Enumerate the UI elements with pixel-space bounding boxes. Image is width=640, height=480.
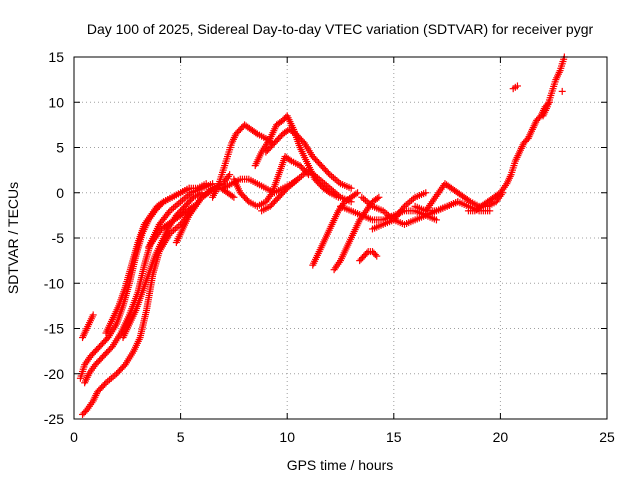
grid-lines	[74, 57, 607, 419]
data-point	[399, 204, 407, 212]
data-point	[513, 82, 521, 90]
y-tick-label: 15	[48, 49, 64, 65]
data-point	[252, 129, 260, 137]
data-point	[202, 180, 210, 188]
data-point	[101, 380, 109, 388]
data-point	[243, 196, 251, 204]
y-axis-label: SDTVAR / TECUs	[5, 182, 21, 294]
x-tick-label: 20	[493, 429, 509, 445]
x-tick-label: 0	[70, 429, 78, 445]
x-tick-label: 10	[279, 429, 295, 445]
y-tick-label: -10	[44, 275, 64, 291]
data-point	[188, 195, 196, 203]
data-point	[230, 193, 238, 201]
data-point	[432, 216, 440, 224]
axis-ticks	[73, 56, 608, 420]
data-point	[486, 207, 494, 215]
data-point	[165, 209, 173, 217]
data-point	[228, 192, 236, 200]
data-point	[422, 189, 430, 197]
x-tick-label: 25	[599, 429, 615, 445]
data-point	[373, 252, 381, 260]
y-tick-label: -5	[52, 230, 65, 246]
data-point	[282, 186, 290, 194]
data-point	[375, 193, 383, 201]
data-point	[158, 199, 166, 207]
data-point	[347, 184, 355, 192]
y-tick-label: -20	[44, 366, 64, 382]
data-point	[363, 249, 371, 257]
y-tick-label: -25	[44, 411, 64, 427]
data-point	[324, 169, 332, 177]
data-point	[373, 194, 381, 202]
data-point	[558, 87, 566, 95]
data-point	[371, 251, 379, 259]
chart-title: Day 100 of 2025, Sidereal Day-to-day VTE…	[87, 21, 594, 37]
data-point	[286, 156, 294, 164]
y-tick-label: -15	[44, 321, 64, 337]
data-point	[352, 190, 360, 198]
data-point	[226, 171, 234, 179]
data-points	[76, 53, 568, 418]
data-point	[89, 311, 97, 319]
data-point	[354, 189, 362, 197]
x-tick-label: 15	[386, 429, 402, 445]
x-axis-label: GPS time / hours	[287, 457, 394, 473]
x-tick-label: 5	[177, 429, 185, 445]
tick-labels: 0 5 10 15 20 25 -25 -20 -15 -10 -5 0 5 10 15	[44, 49, 615, 445]
y-tick-label: 5	[56, 140, 64, 156]
y-tick-label: 0	[56, 185, 64, 201]
y-tick-label: 10	[48, 94, 64, 110]
